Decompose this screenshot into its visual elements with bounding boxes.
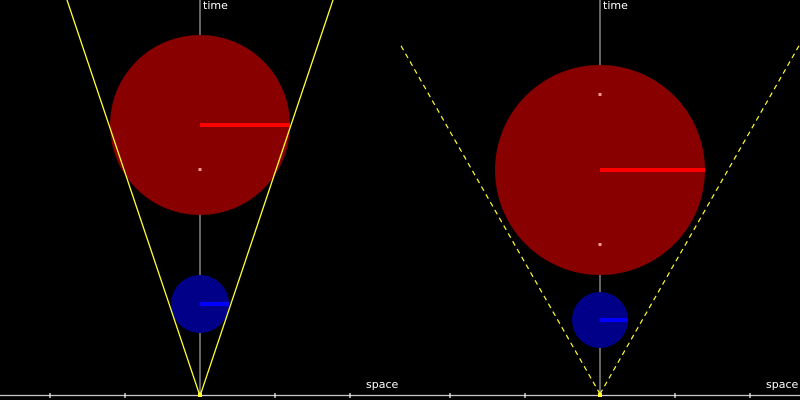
right-panel: time space — [399, 0, 800, 396]
left-panel: time space — [66, 0, 399, 397]
right-red-marker-lower — [598, 243, 602, 246]
left-time-label: time — [203, 0, 228, 12]
left-origin-marker — [198, 393, 202, 397]
left-light-cone-left — [66, 0, 201, 397]
right-origin-marker — [598, 393, 602, 397]
right-light-cone-left — [399, 43, 601, 395]
left-space-label: space — [366, 378, 399, 391]
left-light-cone-right — [199, 0, 334, 397]
left-red-marker — [198, 168, 202, 171]
space-axis-ticks — [49, 393, 751, 398]
right-time-label: time — [603, 0, 628, 12]
right-red-marker-upper — [598, 93, 602, 96]
right-light-cone-right — [599, 43, 800, 395]
right-space-label: space — [766, 378, 799, 391]
